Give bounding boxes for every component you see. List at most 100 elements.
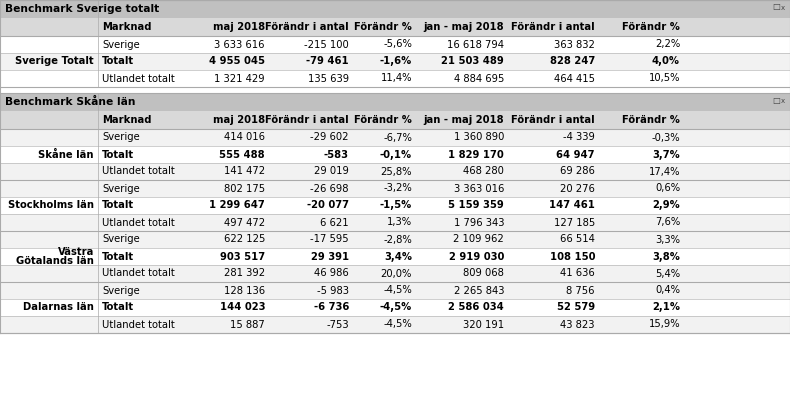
Text: -26 698: -26 698 [310, 184, 349, 194]
Text: Sverige: Sverige [102, 286, 140, 296]
Text: Marknad: Marknad [102, 115, 152, 125]
Text: maj 2018: maj 2018 [213, 115, 265, 125]
Text: x: x [781, 98, 785, 104]
Text: 464 415: 464 415 [554, 73, 595, 83]
Bar [0, 70, 790, 87]
Text: -2,8%: -2,8% [383, 235, 412, 245]
Text: 15 887: 15 887 [230, 320, 265, 330]
Text: 4 884 695: 4 884 695 [453, 73, 504, 83]
Bar [0, 299, 790, 316]
Text: 17,4%: 17,4% [649, 166, 680, 176]
Text: -3,2%: -3,2% [383, 184, 412, 194]
Text: 10,5%: 10,5% [649, 73, 680, 83]
Text: -29 602: -29 602 [310, 132, 349, 142]
Text: Sverige: Sverige [102, 40, 140, 49]
Text: -753: -753 [326, 320, 349, 330]
Text: 363 832: 363 832 [554, 40, 595, 49]
Text: -5 983: -5 983 [317, 286, 349, 296]
Text: maj 2018: maj 2018 [213, 22, 265, 32]
Text: 20 276: 20 276 [560, 184, 595, 194]
Text: Sverige Totalt: Sverige Totalt [15, 57, 94, 67]
Text: 25,8%: 25,8% [381, 166, 412, 176]
Text: -17 595: -17 595 [310, 235, 349, 245]
Bar [0, 129, 790, 146]
Text: 497 472: 497 472 [224, 217, 265, 227]
Text: -4 339: -4 339 [563, 132, 595, 142]
Text: 281 392: 281 392 [224, 269, 265, 279]
Text: -0,1%: -0,1% [380, 150, 412, 160]
Text: Marknad: Marknad [102, 22, 152, 32]
Text: 802 175: 802 175 [224, 184, 265, 194]
Bar [0, 265, 790, 282]
Text: 141 472: 141 472 [224, 166, 265, 176]
Text: Totalt: Totalt [102, 251, 134, 261]
Text: 903 517: 903 517 [220, 251, 265, 261]
Text: Sverige: Sverige [102, 132, 140, 142]
Text: 5 159 359: 5 159 359 [448, 200, 504, 211]
Text: 6 621: 6 621 [321, 217, 349, 227]
Bar [0, 111, 790, 129]
Text: 11,4%: 11,4% [381, 73, 412, 83]
Text: Förändr i antal: Förändr i antal [511, 22, 595, 32]
Text: 0,6%: 0,6% [655, 184, 680, 194]
Text: 3,4%: 3,4% [384, 251, 412, 261]
Text: 1 360 890: 1 360 890 [453, 132, 504, 142]
Bar [0, 248, 790, 265]
Text: Förändr %: Förändr % [623, 115, 680, 125]
Text: 828 247: 828 247 [550, 57, 595, 67]
Bar [0, 180, 790, 197]
Text: 1 829 170: 1 829 170 [448, 150, 504, 160]
Text: □: □ [772, 2, 780, 12]
Bar [0, 214, 790, 231]
Text: -6 736: -6 736 [314, 302, 349, 312]
Text: 4,0%: 4,0% [652, 57, 680, 67]
Text: 0,4%: 0,4% [655, 286, 680, 296]
Text: -6,7%: -6,7% [383, 132, 412, 142]
Text: -583: -583 [324, 150, 349, 160]
Text: 21 503 489: 21 503 489 [442, 57, 504, 67]
Text: 135 639: 135 639 [308, 73, 349, 83]
Text: 1,3%: 1,3% [387, 217, 412, 227]
Text: 20,0%: 20,0% [381, 269, 412, 279]
Text: Utlandet totalt: Utlandet totalt [102, 217, 175, 227]
Bar [0, 163, 790, 180]
Text: 2,9%: 2,9% [653, 200, 680, 211]
Text: 29 391: 29 391 [311, 251, 349, 261]
Text: 1 299 647: 1 299 647 [209, 200, 265, 211]
Text: 320 191: 320 191 [463, 320, 504, 330]
Text: Västra: Västra [58, 247, 94, 257]
Text: 29 019: 29 019 [314, 166, 349, 176]
Text: 622 125: 622 125 [224, 235, 265, 245]
Text: 809 068: 809 068 [463, 269, 504, 279]
Text: Götalands län: Götalands län [16, 256, 94, 266]
Bar [0, 18, 790, 36]
Text: Förändr i antal: Förändr i antal [265, 22, 349, 32]
Text: 66 514: 66 514 [560, 235, 595, 245]
Bar [0, 53, 790, 70]
Bar [0, 93, 790, 111]
Text: Skåne län: Skåne län [39, 150, 94, 160]
Text: □: □ [772, 95, 780, 105]
Text: Förändr %: Förändr % [623, 22, 680, 32]
Text: 69 286: 69 286 [560, 166, 595, 176]
Text: -0,3%: -0,3% [652, 132, 680, 142]
Text: x: x [781, 5, 785, 11]
Text: 108 150: 108 150 [550, 251, 595, 261]
Text: -5,6%: -5,6% [383, 40, 412, 49]
Text: 2 265 843: 2 265 843 [453, 286, 504, 296]
Text: 43 823: 43 823 [560, 320, 595, 330]
Text: -79 461: -79 461 [307, 57, 349, 67]
Bar [0, 197, 790, 214]
Text: Totalt: Totalt [102, 302, 134, 312]
Text: 2 919 030: 2 919 030 [449, 251, 504, 261]
Text: 52 579: 52 579 [557, 302, 595, 312]
Text: 468 280: 468 280 [463, 166, 504, 176]
Text: 147 461: 147 461 [549, 200, 595, 211]
Bar [0, 0, 790, 18]
Text: 46 986: 46 986 [314, 269, 349, 279]
Text: 2 109 962: 2 109 962 [453, 235, 504, 245]
Text: -20 077: -20 077 [307, 200, 349, 211]
Text: 127 185: 127 185 [554, 217, 595, 227]
Text: 8 756: 8 756 [566, 286, 595, 296]
Text: jan - maj 2018: jan - maj 2018 [423, 115, 504, 125]
